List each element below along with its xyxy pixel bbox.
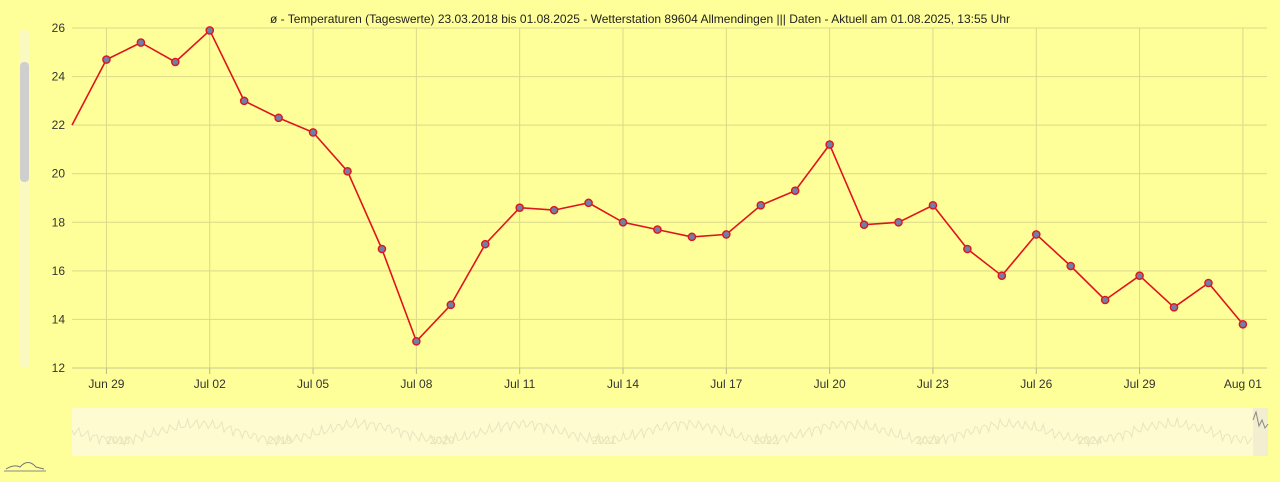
y-axis-ticks: 12 14 16 18 20 22 24 26 [52,21,66,375]
data-point[interactable] [790,186,800,196]
data-point[interactable] [515,203,524,213]
x-tick-label: Jul 11 [504,377,535,391]
x-axis-ticks: Jun 29 Jul 02 Jul 05 Jul 08 Jul 11 Jul 14 Jul … [72,367,1267,391]
y-tick-label: 22 [52,118,66,132]
data-point[interactable] [894,217,903,227]
data-point[interactable] [928,200,938,210]
data-point[interactable] [825,140,834,149]
navigator-series-line [71,416,1253,448]
data-point[interactable] [446,300,456,310]
x-tick-label: Jul 20 [814,377,846,391]
data-point[interactable] [1031,230,1041,239]
data-point[interactable] [722,230,731,239]
x-tick-label: Jul 02 [194,377,226,391]
y-tick-label: 24 [52,70,66,84]
data-point[interactable] [584,198,593,208]
data-point[interactable] [239,96,249,106]
data-point[interactable] [274,113,283,123]
x-tick-label: Jul 26 [1020,377,1052,391]
x-tick-label: Jul 23 [917,377,949,391]
grid-layer [72,27,1267,369]
x-tick-label: Aug 01 [1224,377,1262,391]
navigator-year-label: 2022 [754,435,778,447]
data-point[interactable] [102,55,111,64]
x-tick-label: Jul 08 [400,377,432,391]
navigator-selected-series [1252,410,1269,430]
x-tick-label: Jul 14 [607,377,639,391]
data-point[interactable] [205,26,215,35]
data-point[interactable] [549,205,559,215]
y-tick-label: 12 [52,361,66,375]
data-point[interactable] [1238,319,1248,329]
data-point[interactable] [1066,261,1076,271]
navigator-selection[interactable] [1253,408,1268,456]
sparkline-icon[interactable] [4,462,46,472]
x-tick-label: Jun 29 [88,377,124,391]
data-point[interactable] [1169,302,1179,312]
data-point[interactable] [136,38,146,47]
y-tick-label: 16 [52,264,66,278]
navigator-year-label: 2019 [268,435,292,447]
x-tick-label: Jul 05 [297,377,329,391]
y-tick-label: 26 [52,21,66,35]
data-point[interactable] [377,244,387,254]
y-tick-label: 20 [52,167,66,181]
data-point[interactable] [343,166,352,176]
series-temperature [71,26,1248,346]
chart-title: ø - Temperaturen (Tageswerte) 23.03.2018… [270,12,1010,26]
data-point[interactable] [687,232,697,242]
data-point[interactable] [1100,295,1110,305]
data-point[interactable] [997,271,1007,281]
scrollbar-thumb[interactable] [20,62,29,182]
data-point[interactable] [653,225,662,234]
data-point[interactable] [171,57,180,67]
x-tick-label: Jul 29 [1124,377,1156,391]
data-point[interactable] [308,128,318,137]
data-point[interactable] [1135,271,1144,281]
data-point[interactable] [412,336,421,346]
data-point[interactable] [859,220,869,230]
data-point[interactable] [1204,278,1213,288]
data-point[interactable] [480,239,490,249]
navigator-background[interactable] [72,408,1268,456]
data-point[interactable] [756,200,766,210]
navigator[interactable]: 2018 2019 2020 2021 2022 2023 2024 [71,408,1269,456]
x-tick-label: Jul 17 [710,377,742,391]
data-point[interactable] [618,217,628,227]
y-tick-label: 14 [52,312,66,326]
y-tick-label: 18 [52,215,66,229]
vertical-scrollbar[interactable] [20,30,29,368]
data-point[interactable] [963,244,972,254]
